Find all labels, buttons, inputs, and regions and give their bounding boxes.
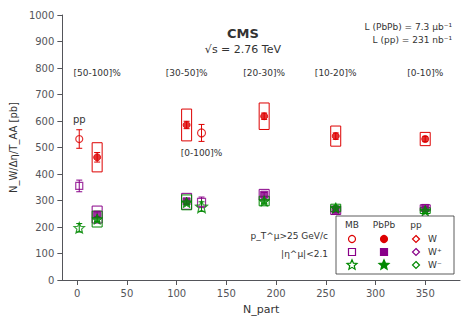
svg-text:800: 800	[35, 63, 54, 74]
svg-text:|η^μ|<2.1: |η^μ|<2.1	[281, 249, 328, 259]
svg-text:50: 50	[121, 288, 134, 299]
svg-text:150: 150	[217, 288, 236, 299]
svg-text:pp: pp	[73, 114, 86, 125]
svg-text:√s = 2.76 TeV: √s = 2.76 TeV	[205, 43, 282, 56]
svg-text:L (pp) = 231 nb⁻¹: L (pp) = 231 nb⁻¹	[373, 35, 453, 45]
svg-text:[30-50]%: [30-50]%	[166, 68, 208, 78]
svg-text:900: 900	[35, 36, 54, 47]
svg-text:p_T^μ>25 GeV/c: p_T^μ>25 GeV/c	[251, 231, 329, 241]
svg-text:700: 700	[35, 89, 54, 100]
svg-text:pp: pp	[410, 220, 422, 230]
svg-text:0: 0	[48, 275, 54, 286]
svg-text:L (PbPb) = 7.3 μb⁻¹: L (PbPb) = 7.3 μb⁻¹	[365, 22, 453, 32]
svg-text:N_W/Δη/T_AA [pb]: N_W/Δη/T_AA [pb]	[8, 102, 20, 193]
svg-text:N_part: N_part	[243, 303, 280, 316]
svg-text:0: 0	[74, 288, 80, 299]
svg-text:[10-20]%: [10-20]%	[315, 68, 357, 78]
svg-text:100: 100	[167, 288, 186, 299]
svg-text:100: 100	[35, 248, 54, 259]
svg-text:[20-30]%: [20-30]%	[243, 68, 285, 78]
svg-text:W: W	[428, 234, 437, 244]
svg-text:W⁻: W⁻	[428, 260, 442, 270]
svg-text:250: 250	[316, 288, 335, 299]
svg-text:300: 300	[366, 288, 385, 299]
svg-text:PbPb: PbPb	[373, 220, 396, 230]
svg-text:W⁺: W⁺	[428, 247, 442, 257]
svg-text:MB: MB	[345, 220, 359, 230]
svg-text:200: 200	[267, 288, 286, 299]
svg-text:[0-10]%: [0-10]%	[407, 68, 443, 78]
svg-text:400: 400	[35, 169, 54, 180]
svg-text:[0-100]%: [0-100]%	[181, 148, 223, 158]
svg-text:600: 600	[35, 116, 54, 127]
svg-text:500: 500	[35, 142, 54, 153]
svg-text:350: 350	[416, 288, 435, 299]
svg-text:300: 300	[35, 195, 54, 206]
svg-text:[50-100]%: [50-100]%	[73, 68, 121, 78]
svg-text:200: 200	[35, 222, 54, 233]
svg-text:1000: 1000	[29, 10, 54, 21]
svg-text:CMS: CMS	[227, 26, 259, 41]
